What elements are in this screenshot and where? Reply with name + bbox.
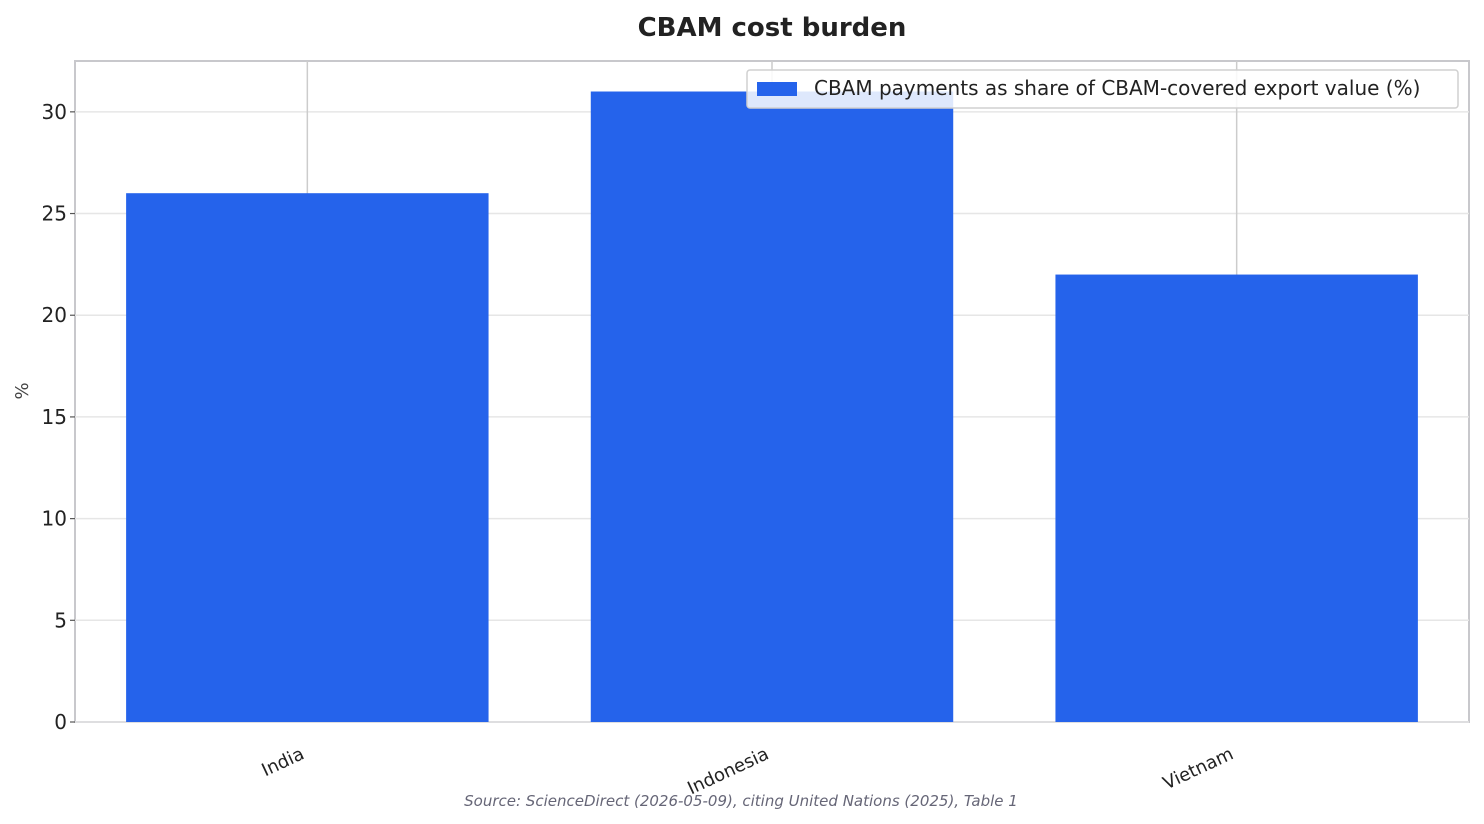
x-axis-ticks: India Indonesia Vietnam — [259, 743, 1237, 799]
y-tick-label: 10 — [42, 507, 67, 531]
y-tick-label: 30 — [42, 100, 67, 124]
legend: CBAM payments as share of CBAM-covered e… — [746, 69, 1459, 109]
bar-vietnam — [1055, 274, 1418, 722]
legend-swatch — [757, 82, 797, 96]
bar-indonesia — [590, 91, 954, 722]
y-tick-label: 20 — [42, 303, 67, 327]
legend-box — [746, 69, 1459, 109]
source-note: Source: ScienceDirect (2026-05-09), citi… — [464, 792, 1018, 810]
chart-title: CBAM cost burden — [638, 13, 907, 43]
legend-label: CBAM payments as share of CBAM-covered e… — [814, 76, 1420, 100]
y-tick-label: 5 — [54, 608, 67, 632]
bars — [126, 91, 1418, 722]
y-tick-label: 15 — [42, 405, 67, 429]
y-axis-label: % — [12, 382, 33, 399]
y-tick-label: 25 — [42, 202, 67, 226]
bar-india — [126, 193, 489, 722]
x-tick-label: India — [259, 743, 308, 781]
y-tick-label: 0 — [54, 710, 67, 734]
y-axis-ticks: 0 5 10 15 20 25 30 — [42, 100, 75, 734]
x-tick-label: Indonesia — [684, 743, 772, 799]
x-tick-label: Vietnam — [1160, 743, 1237, 794]
